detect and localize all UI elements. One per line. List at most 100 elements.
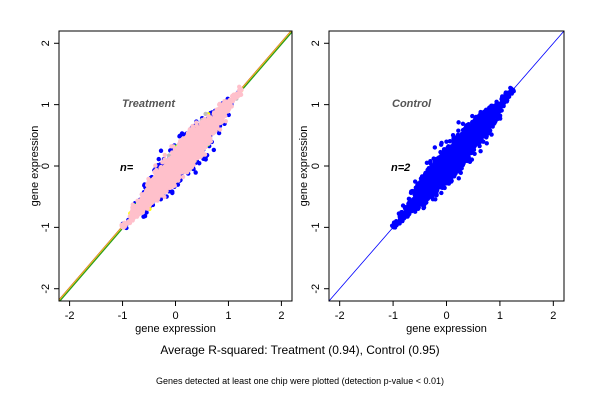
treatment-scatter-point [178, 141, 183, 147]
treatment-panel-label: Treatment [122, 98, 176, 110]
treatment-scatter-point [149, 192, 155, 197]
treatment-scatter-point [160, 167, 165, 173]
treatment-scatter-point [145, 203, 150, 208]
treatment-scatter-point [146, 176, 151, 182]
treatment-scatter-point [204, 133, 210, 138]
treatment-scatter-point [194, 120, 199, 125]
treatment-scatter-point [187, 151, 193, 156]
control-scatter-point [444, 139, 449, 144]
treatment-scatter-point [177, 169, 183, 174]
treatment-x-tick-label: -1 [118, 310, 128, 322]
treatment-scatter-point [184, 163, 189, 169]
treatment-scatter-point [182, 141, 188, 146]
treatment-scatter-point [132, 209, 137, 214]
treatment-scatter-point [129, 211, 134, 217]
treatment-scatter-point [222, 103, 227, 109]
treatment-scatter-point [169, 173, 175, 179]
treatment-scatter-point [147, 184, 153, 190]
treatment-scatter-point [217, 102, 222, 107]
treatment-scatter-point [164, 188, 169, 194]
treatment-scatter-point [191, 150, 196, 156]
treatment-x-axis: -2 -1 0 1 2 [65, 301, 284, 322]
treatment-x-tick-label: 1 [225, 310, 231, 322]
treatment-scatter-point [193, 143, 198, 148]
treatment-y-tick-label: 1 [40, 102, 52, 108]
treatment-scatter-point [175, 166, 180, 171]
treatment-y-tick-label: -2 [40, 284, 52, 294]
treatment-scatter-point [153, 171, 158, 176]
treatment-scatter-point [160, 180, 165, 186]
treatment-y-tick-label: -1 [40, 222, 52, 232]
treatment-scatter-point [167, 185, 172, 190]
treatment-scatter-point [197, 161, 202, 166]
treatment-scatter-point [206, 127, 211, 132]
treatment-scatter-point [226, 112, 231, 118]
treatment-scatter-point [179, 155, 185, 160]
treatment-scatter-point [144, 194, 149, 199]
treatment-points [119, 84, 244, 231]
treatment-scatter-point [189, 165, 194, 170]
treatment-scatter-point [206, 117, 211, 122]
treatment-scatter-point [139, 211, 144, 216]
treatment-scatter-point [236, 93, 241, 98]
treatment-scatter-point [157, 173, 162, 178]
treatment-scatter-point [154, 184, 159, 190]
treatment-scatter-point [225, 106, 230, 112]
treatment-scatter-point [184, 158, 189, 164]
treatment-scatter-point [146, 189, 151, 194]
treatment-scatter-point [144, 210, 149, 215]
treatment-y-tick-label: 0 [40, 163, 52, 169]
treatment-scatter-point [193, 170, 198, 175]
treatment-scatter-point [203, 157, 208, 162]
treatment-scatter-point [128, 216, 134, 221]
control-scatter-point [460, 121, 466, 127]
treatment-scatter-point [187, 145, 192, 151]
treatment-scatter-point [159, 192, 164, 197]
treatment-scatter-point [209, 121, 214, 127]
treatment-scatter-point [238, 87, 243, 92]
treatment-scatter-point [170, 189, 175, 194]
treatment-scatter-point [157, 188, 163, 193]
treatment-scatter-point [217, 120, 223, 126]
treatment-scatter-point [171, 144, 176, 149]
treatment-scatter-point [140, 199, 146, 205]
treatment-scatter-point [223, 119, 228, 124]
treatment-scatter-point [155, 198, 160, 203]
treatment-scatter-point [155, 179, 161, 185]
control-scatter-point [456, 128, 461, 133]
treatment-scatter-point [213, 114, 218, 119]
treatment-scatter-point [168, 161, 174, 166]
treatment-x-tick-label: 0 [172, 310, 178, 322]
treatment-scatter-point [139, 205, 144, 210]
treatment-scatter-point [203, 124, 209, 130]
treatment-scatter-point [195, 138, 200, 143]
treatment-scatter-point [226, 102, 232, 107]
treatment-scatter-point [120, 222, 125, 228]
treatment-x-axis-label: gene expression [135, 323, 216, 335]
treatment-scatter-point [191, 155, 196, 161]
treatment-scatter-point [180, 174, 186, 180]
treatment-scatter-point [162, 159, 167, 164]
treatment-scatter-point [200, 145, 205, 150]
treatment-scatter-point [215, 117, 220, 122]
treatment-x-tick-label: -2 [65, 310, 75, 322]
treatment-scatter-point [199, 136, 205, 141]
treatment-scatter-point [162, 152, 168, 158]
treatment-scatter-point [171, 167, 176, 172]
treatment-scatter-point [162, 164, 168, 169]
treatment-scatter-point [156, 156, 161, 162]
treatment-scatter-point [200, 149, 205, 154]
control-points [389, 85, 516, 230]
treatment-scatter-point [189, 136, 194, 141]
treatment-scatter-point [202, 152, 208, 157]
treatment-scatter-point [142, 213, 148, 219]
treatment-scatter-point [177, 134, 182, 139]
treatment-scatter-point [190, 128, 195, 133]
control-scatter-point [481, 139, 486, 144]
treatment-scatter-point [195, 149, 201, 154]
treatment-scatter-point [194, 133, 200, 138]
